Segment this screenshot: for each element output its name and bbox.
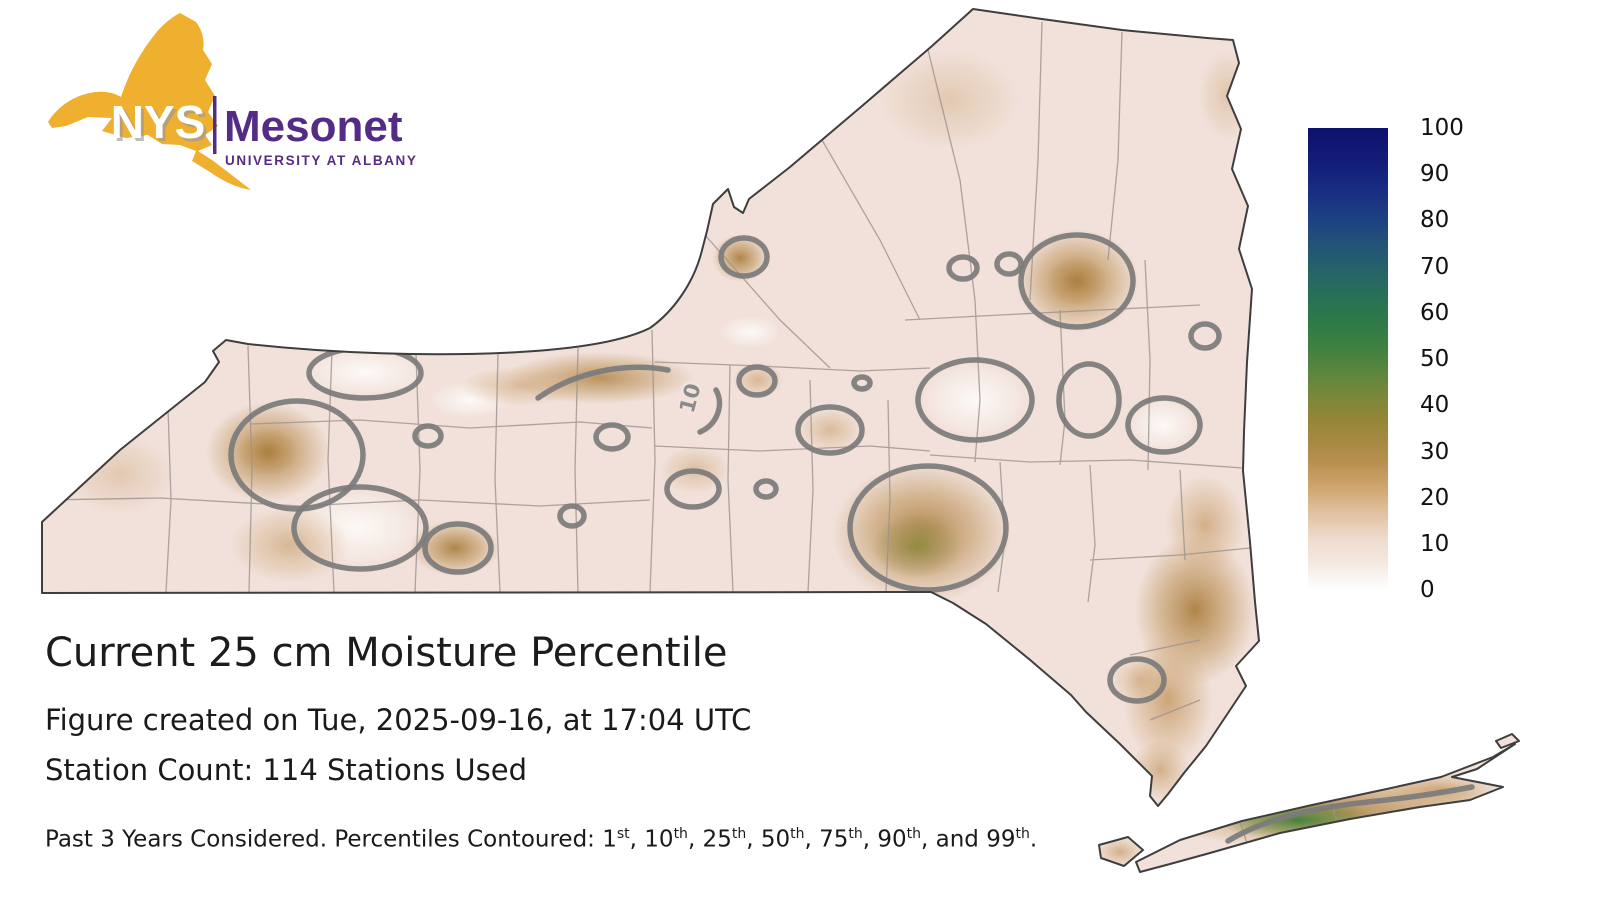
contour-ring <box>1107 656 1167 704</box>
colorbar-tick-label: 70 <box>1420 254 1450 280</box>
contour-ring <box>1018 232 1136 330</box>
station-count: Station Count: 114 Stations Used <box>45 753 528 787</box>
footnote-sup: th <box>790 826 805 842</box>
contour-arc <box>697 387 723 435</box>
colorbar-gradient <box>1308 128 1388 590</box>
contour-ring <box>1188 321 1222 351</box>
footnote-sup: th <box>731 826 747 842</box>
colorbar-tick-label: 20 <box>1420 485 1450 511</box>
contour-ring <box>228 398 366 512</box>
footnote-sup: th <box>906 826 921 842</box>
contour-ring <box>1125 395 1203 455</box>
footnote-text: , 10 <box>629 826 674 853</box>
colorbar-tick-label: 80 <box>1420 207 1450 233</box>
contour-arc <box>1043 719 1101 767</box>
footnote-sup: th <box>1015 826 1030 842</box>
contour-ring <box>412 423 444 449</box>
contour-ring <box>291 484 429 572</box>
footnote-text: . <box>1029 826 1038 853</box>
contour-ring <box>795 404 865 456</box>
contour-arc <box>1225 784 1475 844</box>
contour-ring <box>593 422 631 452</box>
logo-nys-text: NYS <box>111 96 206 148</box>
footnote-sup: th <box>848 826 863 842</box>
contour-label: 10 <box>1012 685 1050 722</box>
contour-ring <box>847 463 1009 593</box>
footnote-text: , 75 <box>804 826 849 853</box>
colorbar-tick-label: 40 <box>1420 392 1450 418</box>
footnote-text: , 90 <box>862 826 907 853</box>
colorbar <box>1308 128 1388 590</box>
figure-title: Current 25 cm Moisture Percentile <box>45 630 728 676</box>
contour-ring <box>1056 361 1122 439</box>
contour-ring <box>915 357 1035 443</box>
colorbar-tick-label: 90 <box>1420 161 1450 187</box>
contour-arc <box>1197 9 1246 41</box>
colorbar-tick-label: 60 <box>1420 300 1450 326</box>
colorbar-tick-label: 10 <box>1420 531 1450 557</box>
colorbar-tick-label: 0 <box>1420 577 1435 603</box>
colorbar-tick-label: 100 <box>1420 115 1464 141</box>
colorbar-tick-label: 30 <box>1420 439 1450 465</box>
contour-label: 50 <box>1489 764 1521 799</box>
footnote-text: , and 99 <box>921 826 1016 853</box>
contour-ring <box>851 374 873 392</box>
logo-university-text: UNIVERSITY AT ALBANY <box>225 153 418 168</box>
footnote-sup: st <box>616 826 630 842</box>
logo-ny-shape <box>48 13 251 190</box>
footnote-text: , 50 <box>746 826 791 853</box>
contour-ring <box>422 521 494 575</box>
contour-ring <box>736 364 778 398</box>
contour-ring <box>753 478 779 500</box>
logo-mesonet-text: Mesonet <box>224 102 403 151</box>
contour-ring <box>946 254 980 282</box>
created-timestamp: Figure created on Tue, 2025-09-16, at 17… <box>45 703 752 737</box>
contour-ring <box>557 503 587 529</box>
logo: NYS NYS Mesonet UNIVERSITY AT ALBANY <box>48 13 418 190</box>
footnote: Past 3 Years Considered. Percentiles Con… <box>45 826 1037 853</box>
logo-divider <box>213 96 217 154</box>
colorbar-tick-label: 50 <box>1420 346 1450 372</box>
footnote-text: Past 3 Years Considered. Percentiles Con… <box>45 826 617 853</box>
contour-arc <box>535 364 671 401</box>
footnote-sup: th <box>673 826 688 842</box>
contour-ring <box>718 235 770 279</box>
contour-ring <box>664 468 722 510</box>
contour-ring <box>994 251 1024 277</box>
footnote-text: , 25 <box>687 826 732 853</box>
logo-nys-text-shadow: NYS <box>114 99 209 151</box>
contour-ring <box>942 613 968 635</box>
